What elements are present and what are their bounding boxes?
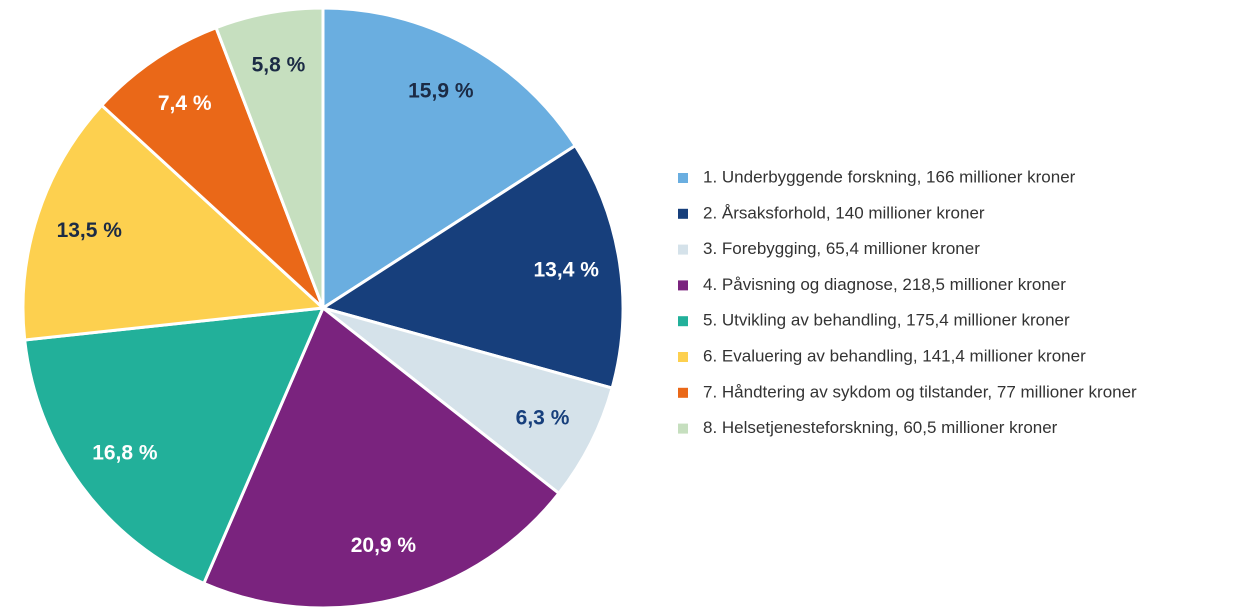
pie-slice <box>21 103 327 342</box>
legend-swatch <box>678 208 688 219</box>
legend-text: 5. Utvikling av behandling, 175,4 millio… <box>703 311 1070 330</box>
slice-label: 13,5 % <box>57 219 123 242</box>
pie-slice <box>321 6 578 311</box>
legend-text: 7. Håndtering av sykdom og tilstander, 7… <box>703 382 1137 401</box>
legend-swatch <box>678 173 688 183</box>
slice-label: 13,4 % <box>534 259 600 282</box>
legend-text: 4. Påvisning og diagnose, 218,5 millione… <box>703 275 1066 294</box>
legend-swatch <box>678 244 688 255</box>
pie-slice <box>322 306 614 496</box>
slice-label: 20,9 % <box>351 534 417 557</box>
pie-slice <box>23 306 326 586</box>
legend-text: 6. Evaluering av behandling, 141,4 milli… <box>703 346 1086 365</box>
legend-text: 8. Helsetjenesteforskning, 60,5 millione… <box>703 418 1058 437</box>
slice-label: 7,4 % <box>158 92 212 115</box>
slice-label: 6,3 % <box>516 407 570 430</box>
pie-slice <box>214 6 325 309</box>
legend-text: 1. Underbyggende forskning, 166 millione… <box>703 167 1076 186</box>
legend-swatch <box>678 280 688 291</box>
pie-slice <box>201 305 561 607</box>
legend-swatch <box>678 352 688 362</box>
legend-swatch <box>678 387 688 398</box>
slice-label: 5,8 % <box>252 54 306 77</box>
legend-swatch <box>678 316 688 327</box>
slice-label: 16,8 % <box>92 441 158 464</box>
pie-slice <box>99 25 325 310</box>
legend-swatch <box>678 423 688 434</box>
slice-label: 15,9 % <box>408 80 474 103</box>
legend-text: 3. Forebygging, 65,4 millioner kroner <box>703 239 980 258</box>
legend-text: 2. Årsaksforhold, 140 millioner kroner <box>703 203 985 222</box>
